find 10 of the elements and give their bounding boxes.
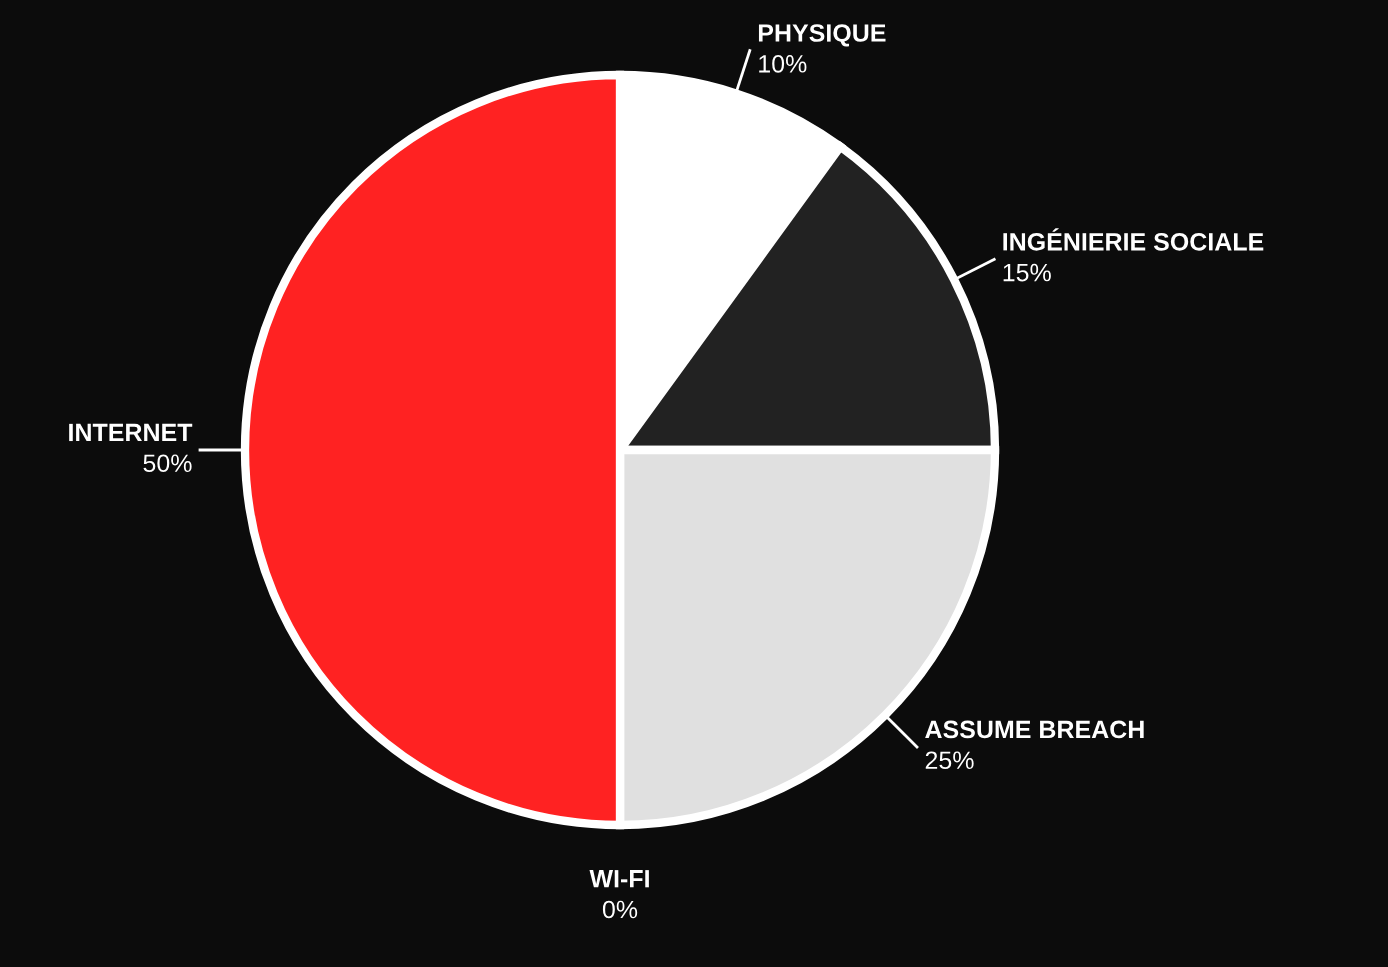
text: 0%: [602, 900, 638, 919]
category-label: WI-FI: [589, 870, 649, 888]
data-label: 50%: [143, 454, 192, 473]
data-label: 15%: [1003, 263, 1051, 282]
slice-label: ASSUME BREACH: [925, 720, 1144, 739]
slice-label: PHYSIQUE: [758, 24, 886, 47]
data-label: 25%: [925, 751, 974, 770]
slice-label: INTERNET: [69, 423, 193, 442]
slice-label: INGÉNIERIE SOCIALE: [1003, 228, 1264, 251]
data-label: 10%: [759, 54, 807, 73]
